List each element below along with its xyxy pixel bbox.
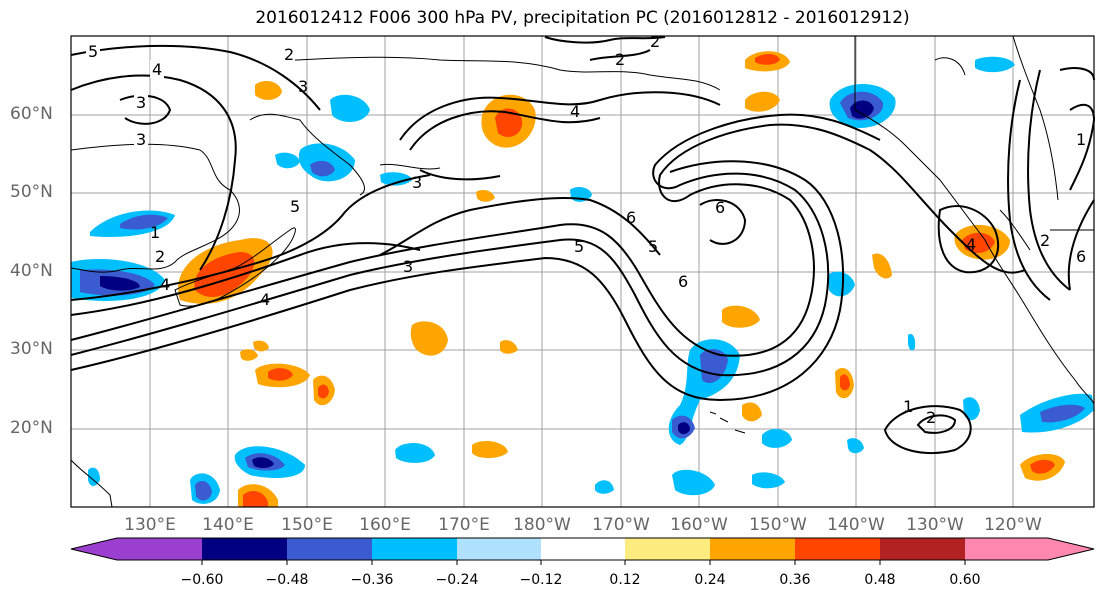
lon-label: 130°W [906,515,964,535]
colorbar-tick-label: 0.60 [949,572,981,588]
colorbar-tick-label: 0.36 [779,572,811,588]
colorbar-swatch [287,538,372,560]
lon-label: 170°W [592,515,650,535]
lon-label: 180°W [513,515,571,535]
contour-label: 3 [136,130,146,149]
contour-label: 2 [650,32,660,51]
contour-label: 3 [136,93,146,112]
lat-label: 30°N [10,339,53,359]
lon-label: 130°E [124,515,176,535]
colorbar-tick-label: −0.60 [180,572,224,588]
colorbar-tick-label: 0.24 [694,572,726,588]
lat-label: 40°N [10,261,53,281]
colorbar-tick-label: −0.12 [519,572,563,588]
colorbar-swatch [457,538,541,560]
lon-label: 170°E [438,515,490,535]
colorbar-swatch [541,538,625,560]
contour-label: 2 [155,247,165,266]
map-border [70,35,1095,508]
contour-label: 2 [284,45,294,64]
colorbar-swatch [372,538,457,560]
colorbar-swatch [965,538,1048,560]
colorbar-outline [70,537,1095,561]
colorbar-swatch [71,538,117,560]
contour-label: 4 [570,102,580,121]
colorbar-swatch [117,538,202,560]
colorbar-tick-label: −0.36 [350,572,394,588]
contour-label: 5 [290,197,300,216]
lon-label: 120°W [984,515,1042,535]
contour-label: 4 [966,235,976,254]
contour-label: 5 [574,237,584,256]
contour-labels: 5 4 3 3 2 3 5 2 4 3 4 2 5 6 6 5 6 3 4 1 … [86,32,1086,427]
lat-label: 50°N [10,182,53,202]
map-title: 2016012412 F006 300 hPa PV, precipitatio… [255,8,910,28]
lon-label: 160°E [359,515,411,535]
colorbar [70,537,1095,565]
colorbar-swatch [202,538,287,560]
contour-label: 1 [150,223,160,242]
contour-label: 1 [903,397,913,416]
contour-label: 6 [1076,247,1086,266]
contour-label: 4 [152,60,162,79]
contour-label: 5 [648,237,658,256]
colorbar-swatch [710,538,795,560]
lon-label: 150°W [749,515,807,535]
lon-label: 140°W [827,515,885,535]
contour-label: 6 [715,198,725,217]
lat-label: 60°N [10,104,53,124]
colorbar-swatch [795,538,880,560]
contour-label: 4 [160,275,170,294]
contour-label: 3 [403,257,413,276]
colorbar-tick-label: 0.12 [609,572,641,588]
colorbar-tick-label: −0.48 [265,572,309,588]
contour-label: 2 [1040,231,1050,250]
lat-label: 20°N [10,418,53,438]
contour-label: 3 [412,173,422,192]
lon-label: 140°E [202,515,254,535]
contour-label: 1 [1076,130,1086,149]
lon-label: 150°E [281,515,333,535]
colorbar-swatch [625,538,710,560]
contour-label: 2 [926,408,936,427]
contour-label: 5 [88,42,98,61]
lon-label: 160°W [670,515,728,535]
contour-label: 3 [298,77,308,96]
colorbar-tick-label: −0.24 [435,572,479,588]
contour-label: 4 [260,290,270,309]
colorbar-swatch [1048,538,1094,560]
contour-label: 6 [678,272,688,291]
colorbar-swatch [880,538,965,560]
contour-label: 2 [615,50,625,69]
colorbar-tick-label: 0.48 [864,572,896,588]
contour-label: 6 [626,208,636,227]
